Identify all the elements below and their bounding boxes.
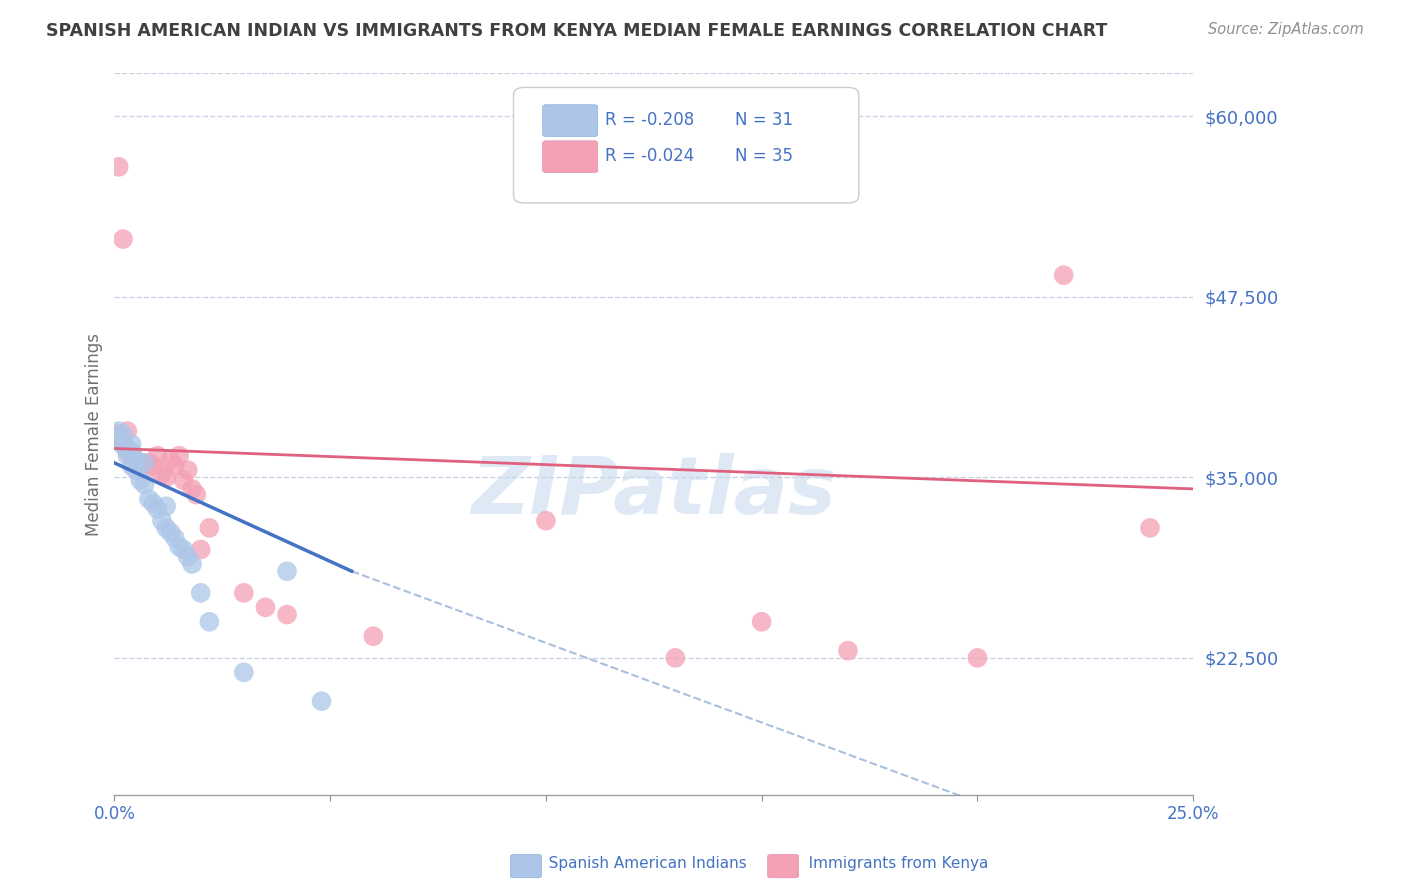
Point	[837, 643, 859, 657]
Point	[163, 531, 186, 545]
FancyBboxPatch shape	[543, 141, 598, 173]
Point	[138, 456, 160, 470]
Point	[159, 525, 181, 540]
Text: Immigrants from Kenya: Immigrants from Kenya	[794, 856, 988, 871]
Point	[190, 542, 212, 557]
Point	[254, 600, 277, 615]
Point	[276, 564, 298, 578]
Point	[150, 514, 173, 528]
Point	[276, 607, 298, 622]
Point	[177, 549, 200, 564]
Point	[1053, 268, 1076, 282]
Point	[155, 521, 177, 535]
Point	[107, 427, 129, 442]
Point	[142, 496, 165, 510]
Point	[142, 458, 165, 473]
Text: ZIPatlas: ZIPatlas	[471, 453, 837, 531]
Point	[107, 424, 129, 438]
Point	[664, 651, 686, 665]
Text: R = -0.024: R = -0.024	[605, 147, 695, 165]
Point	[117, 424, 139, 438]
Point	[117, 444, 139, 458]
Point	[363, 629, 385, 643]
Point	[112, 232, 135, 246]
Text: SPANISH AMERICAN INDIAN VS IMMIGRANTS FROM KENYA MEDIAN FEMALE EARNINGS CORRELAT: SPANISH AMERICAN INDIAN VS IMMIGRANTS FR…	[46, 22, 1108, 40]
Point	[155, 470, 177, 484]
Text: N = 35: N = 35	[735, 147, 793, 165]
Point	[534, 514, 557, 528]
Point	[159, 453, 181, 467]
Point	[117, 442, 139, 456]
Point	[138, 491, 160, 506]
Point	[167, 540, 190, 554]
Point	[1139, 521, 1161, 535]
Point	[751, 615, 773, 629]
FancyBboxPatch shape	[513, 87, 859, 203]
Point	[146, 502, 169, 516]
Point	[163, 458, 186, 473]
Point	[129, 473, 152, 487]
Point	[150, 467, 173, 482]
Point	[177, 463, 200, 477]
Point	[134, 456, 156, 470]
Point	[167, 449, 190, 463]
Point	[134, 477, 156, 491]
Point	[966, 651, 988, 665]
Point	[181, 557, 204, 571]
Point	[172, 542, 194, 557]
Point	[232, 586, 254, 600]
Point	[146, 449, 169, 463]
Point	[134, 463, 156, 477]
Y-axis label: Median Female Earnings: Median Female Earnings	[86, 333, 103, 535]
Point	[112, 434, 135, 449]
Point	[172, 473, 194, 487]
Text: R = -0.208: R = -0.208	[605, 111, 695, 129]
Point	[121, 458, 143, 473]
Point	[125, 453, 148, 467]
Text: Source: ZipAtlas.com: Source: ZipAtlas.com	[1208, 22, 1364, 37]
Point	[117, 449, 139, 463]
Point	[121, 444, 143, 458]
FancyBboxPatch shape	[543, 104, 598, 136]
Point	[186, 488, 208, 502]
Point	[155, 500, 177, 514]
Point	[129, 458, 152, 473]
Text: N = 31: N = 31	[735, 111, 793, 129]
Point	[198, 615, 221, 629]
Point	[121, 437, 143, 451]
Point	[198, 521, 221, 535]
Point	[311, 694, 333, 708]
Point	[125, 453, 148, 467]
Point	[112, 427, 135, 442]
Point	[112, 439, 135, 453]
Point	[181, 482, 204, 496]
Point	[125, 463, 148, 477]
Text: Spanish American Indians: Spanish American Indians	[534, 856, 747, 871]
Point	[190, 586, 212, 600]
Point	[232, 665, 254, 680]
Point	[107, 160, 129, 174]
Point	[107, 434, 129, 449]
Point	[121, 449, 143, 463]
